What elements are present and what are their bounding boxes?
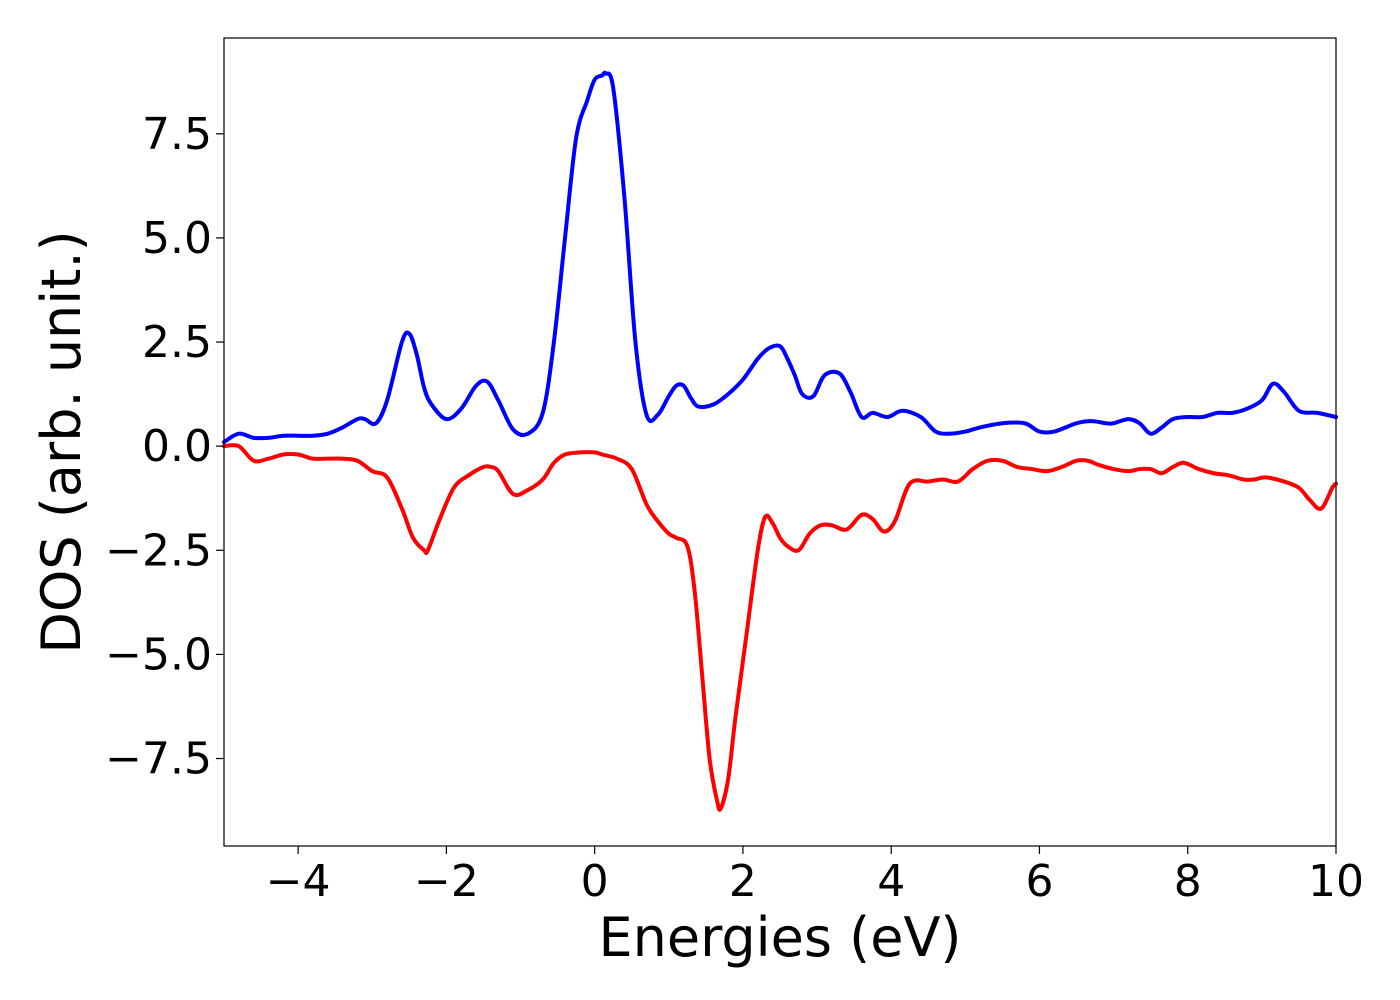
y-tick-label: 2.5: [142, 317, 212, 368]
y-tick-label: −2.5: [105, 525, 212, 576]
x-tick-label: 2: [729, 856, 757, 907]
x-axis-label: Energies (eV): [599, 906, 962, 969]
y-tick-label: 0.0: [142, 421, 212, 472]
x-tick-label: 6: [1025, 856, 1053, 907]
x-tick-label: 10: [1308, 856, 1364, 907]
y-tick-label: 7.5: [142, 109, 212, 160]
x-tick-label: 4: [877, 856, 905, 907]
y-axis-label: DOS (arb. unit.): [30, 230, 93, 653]
y-tick-label: 5.0: [142, 213, 212, 264]
x-tick-label: −4: [266, 856, 331, 907]
y-tick-label: −5.0: [105, 629, 212, 680]
series-layer: [222, 70, 1338, 812]
y-axis: 7.5 5.0 2.5 0.0 −2.5 −5.0 −7.5: [105, 109, 224, 785]
series-line-1: [222, 70, 1338, 444]
x-axis: −4 −2 0 2 4 6 8 10: [266, 846, 1364, 907]
x-tick-label: 0: [581, 856, 609, 907]
plot-area-frame: [223, 37, 1337, 847]
x-tick-label: 8: [1174, 856, 1202, 907]
y-tick-label: −7.5: [105, 734, 212, 785]
x-tick-label: −2: [414, 856, 479, 907]
series-line-2: [222, 443, 1338, 812]
